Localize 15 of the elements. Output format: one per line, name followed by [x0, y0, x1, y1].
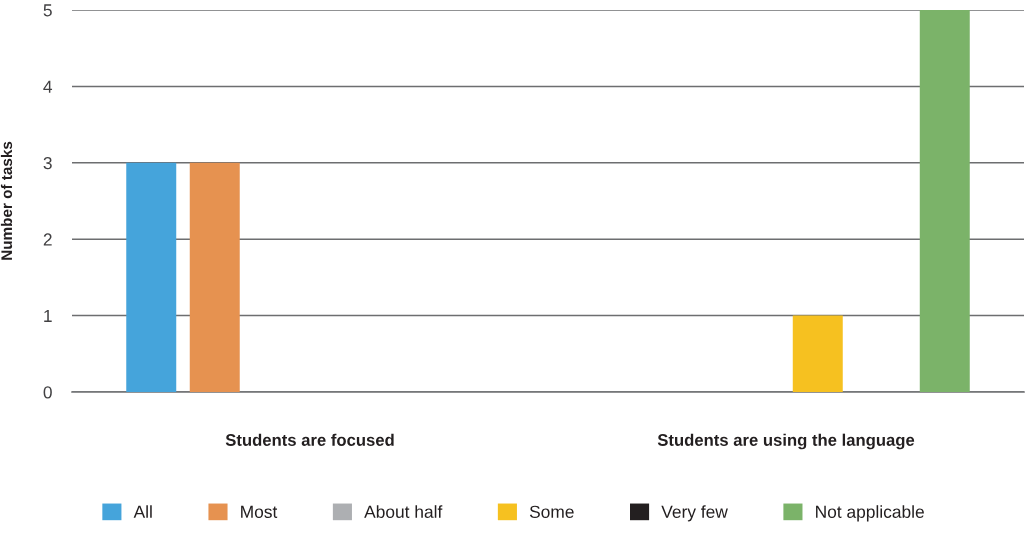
- y-tick-label: 3: [43, 156, 52, 170]
- y-tick-label: 5: [43, 4, 52, 17]
- legend-label: Some: [529, 505, 574, 518]
- legend-label: Not applicable: [816, 505, 924, 522]
- y-tick-label: 0: [43, 386, 52, 399]
- legend-label: All: [133, 505, 152, 518]
- y-tick-label: 4: [43, 80, 53, 93]
- y-tick-label: 1: [44, 309, 52, 322]
- x-tick-label: Students are focused: [225, 433, 394, 446]
- legend-label: Very few: [661, 505, 728, 522]
- y-axis-title: Number of tasks: [0, 141, 13, 260]
- legend-label: Most: [241, 505, 278, 518]
- y-tick-label: 2: [43, 233, 52, 246]
- x-tick-label: Students are using the language: [657, 433, 915, 450]
- legend-label: About half: [364, 505, 443, 518]
